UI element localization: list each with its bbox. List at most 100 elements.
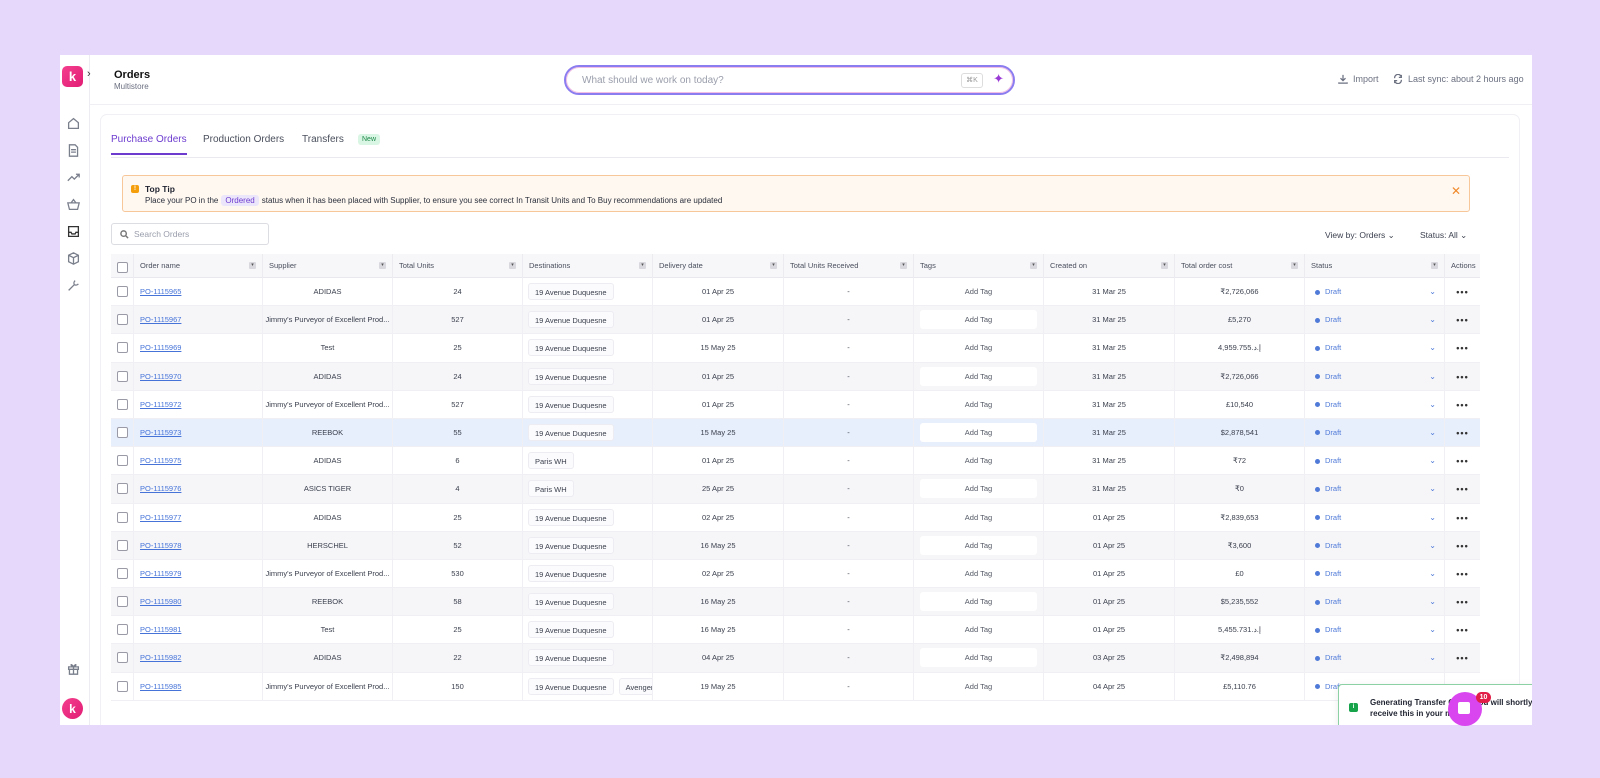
chevron-down-icon[interactable]: ⌄ (1429, 653, 1436, 663)
status-dropdown[interactable]: Draft ⌄ (1305, 306, 1445, 335)
sort-icon[interactable]: ▾ (1161, 262, 1168, 269)
box-icon[interactable] (65, 250, 81, 266)
row-checkbox[interactable] (117, 567, 128, 579)
table-row[interactable]: PO-1115975 ADIDAS 6 Paris WH 01 Apr 25- Add T… (111, 447, 1480, 476)
table-row[interactable]: PO-1115972 Jimmy's Purveyor of Excellent … (111, 390, 1480, 419)
table-row[interactable]: PO-1115970 ADIDAS 24 19 Avenue Duquesne 01 A… (111, 362, 1480, 391)
order-link[interactable]: PO-1115982 (140, 653, 182, 663)
chevron-down-icon[interactable]: ⌄ (1429, 625, 1436, 635)
add-tag-button[interactable]: Add Tag (920, 507, 1037, 527)
sort-icon[interactable]: ▾ (509, 262, 516, 269)
order-link[interactable]: PO-1115970 (140, 371, 182, 381)
more-icon[interactable]: ••• (1456, 371, 1469, 382)
chevron-down-icon[interactable]: ⌄ (1429, 512, 1436, 522)
add-tag-button[interactable]: Add Tag (920, 422, 1037, 442)
order-link[interactable]: PO-1115976 (140, 484, 182, 494)
chevron-down-icon[interactable]: ⌄ (1429, 597, 1436, 607)
view-by-dropdown[interactable]: View by: Orders ⌄ (1325, 230, 1395, 240)
table-row[interactable]: PO-1115976 ASICS TIGER 4 Paris WH 25 Apr 25-… (111, 475, 1480, 504)
row-checkbox[interactable] (117, 596, 128, 608)
chevron-down-icon[interactable]: ⌄ (1429, 427, 1436, 437)
import-button[interactable]: Import (1338, 74, 1379, 84)
row-checkbox[interactable] (117, 314, 128, 326)
more-icon[interactable]: ••• (1456, 427, 1469, 438)
header-tags[interactable]: Tags ▾ (914, 254, 1044, 278)
home-icon[interactable] (65, 115, 81, 131)
chevron-down-icon[interactable]: ⌄ (1429, 568, 1436, 578)
more-icon[interactable]: ••• (1456, 456, 1469, 467)
search-input[interactable] (134, 227, 262, 241)
row-checkbox[interactable] (117, 370, 128, 382)
sort-icon[interactable]: ▾ (249, 262, 256, 269)
order-link[interactable]: PO-1115973 (140, 427, 182, 437)
order-link[interactable]: PO-1115967 (140, 315, 182, 325)
more-icon[interactable]: ••• (1456, 484, 1469, 495)
row-checkbox[interactable] (117, 398, 128, 410)
add-tag-button[interactable]: Add Tag (920, 451, 1037, 471)
header-delivery-date[interactable]: Delivery date ▾ (653, 254, 784, 278)
header-destinations[interactable]: Destinations ▾ (523, 254, 653, 278)
more-icon[interactable]: ••• (1456, 568, 1469, 579)
table-row[interactable]: PO-1115977 ADIDAS 25 19 Avenue Duquesne 02 A… (111, 503, 1480, 532)
chevron-down-icon[interactable]: ⌄ (1429, 456, 1436, 466)
order-link[interactable]: PO-1115980 (140, 597, 182, 607)
sort-icon[interactable]: ▾ (900, 262, 907, 269)
sort-icon[interactable]: ▾ (1431, 262, 1438, 269)
row-checkbox[interactable] (117, 511, 128, 523)
more-icon[interactable]: ••• (1456, 625, 1469, 636)
add-tag-button[interactable]: Add Tag (920, 282, 1037, 301)
status-dropdown[interactable]: Draft ⌄ (1305, 644, 1445, 673)
table-row[interactable]: PO-1115979 Jimmy's Purveyor of Excellent … (111, 559, 1480, 589)
order-link[interactable]: PO-1115979 (140, 568, 182, 578)
more-icon[interactable]: ••• (1456, 653, 1469, 664)
table-row[interactable]: PO-1115981 Test 25 19 Avenue Duquesne 16 May… (111, 616, 1480, 645)
select-all-checkbox[interactable] (117, 262, 128, 273)
add-tag-button[interactable]: Add Tag (920, 620, 1037, 640)
row-checkbox[interactable] (117, 624, 128, 636)
table-row[interactable]: PO-1115978 HERSCHEL 52 19 Avenue Duquesne 16… (111, 531, 1480, 560)
sort-icon[interactable]: ▾ (1291, 262, 1298, 269)
add-tag-button[interactable]: Add Tag (920, 310, 1037, 330)
chevron-down-icon[interactable]: ⌄ (1429, 484, 1436, 494)
order-link[interactable]: PO-1115965 (140, 287, 182, 296)
status-dropdown[interactable]: Draft ⌄ (1305, 531, 1445, 560)
chevron-down-icon[interactable]: ⌄ (1429, 371, 1436, 381)
header-status[interactable]: Status ▾ (1305, 254, 1445, 278)
add-tag-button[interactable]: Add Tag (920, 479, 1037, 499)
status-dropdown[interactable]: Draft ⌄ (1305, 475, 1445, 504)
tab-transfers[interactable]: Transfers (302, 134, 344, 145)
add-tag-button[interactable]: Add Tag (920, 394, 1037, 414)
status-dropdown[interactable]: Draft ⌄ (1305, 447, 1445, 476)
table-row[interactable]: PO-1115965 ADIDAS 24 19 Avenue Duquesne 01 A… (111, 278, 1480, 307)
sync-status[interactable]: Last sync: about 2 hours ago (1393, 74, 1524, 84)
sort-icon[interactable]: ▾ (379, 262, 386, 269)
status-dropdown[interactable]: Draft ⌄ (1305, 334, 1445, 363)
add-tag-button[interactable]: Add Tag (920, 648, 1037, 668)
status-dropdown[interactable]: Draft ⌄ (1305, 390, 1445, 419)
status-filter-dropdown[interactable]: Status: All ⌄ (1420, 230, 1468, 240)
chevron-down-icon[interactable]: ⌄ (1429, 399, 1436, 409)
status-dropdown[interactable]: Draft ⌄ (1305, 362, 1445, 391)
status-dropdown[interactable]: Draft ⌄ (1305, 503, 1445, 532)
status-dropdown[interactable]: Draft ⌄ (1305, 616, 1445, 645)
row-checkbox[interactable] (117, 652, 128, 664)
row-checkbox[interactable] (117, 426, 128, 438)
chevron-down-icon[interactable]: ⌄ (1429, 315, 1436, 325)
more-icon[interactable]: ••• (1456, 399, 1469, 410)
row-checkbox[interactable] (117, 286, 128, 297)
header-total-cost[interactable]: Total order cost ▾ (1175, 254, 1305, 278)
tab-production-orders[interactable]: Production Orders (203, 134, 285, 145)
avatar[interactable]: k (62, 698, 83, 719)
chevron-down-icon[interactable]: ⌄ (1429, 343, 1436, 353)
more-icon[interactable]: ••• (1456, 343, 1469, 354)
header-supplier[interactable]: Supplier ▾ (263, 254, 393, 278)
chevron-down-icon[interactable]: ⌄ (1429, 287, 1436, 296)
table-row[interactable]: PO-1115973 REEBOK 55 19 Avenue Duquesne 15 M… (111, 418, 1480, 448)
add-tag-button[interactable]: Add Tag (920, 338, 1037, 358)
more-icon[interactable]: ••• (1456, 512, 1469, 523)
logo[interactable]: k (62, 66, 83, 87)
order-link[interactable]: PO-1115978 (140, 540, 182, 550)
row-checkbox[interactable] (117, 539, 128, 551)
header-order-name[interactable]: Order name ▾ (134, 254, 263, 278)
more-icon[interactable]: ••• (1456, 597, 1469, 608)
